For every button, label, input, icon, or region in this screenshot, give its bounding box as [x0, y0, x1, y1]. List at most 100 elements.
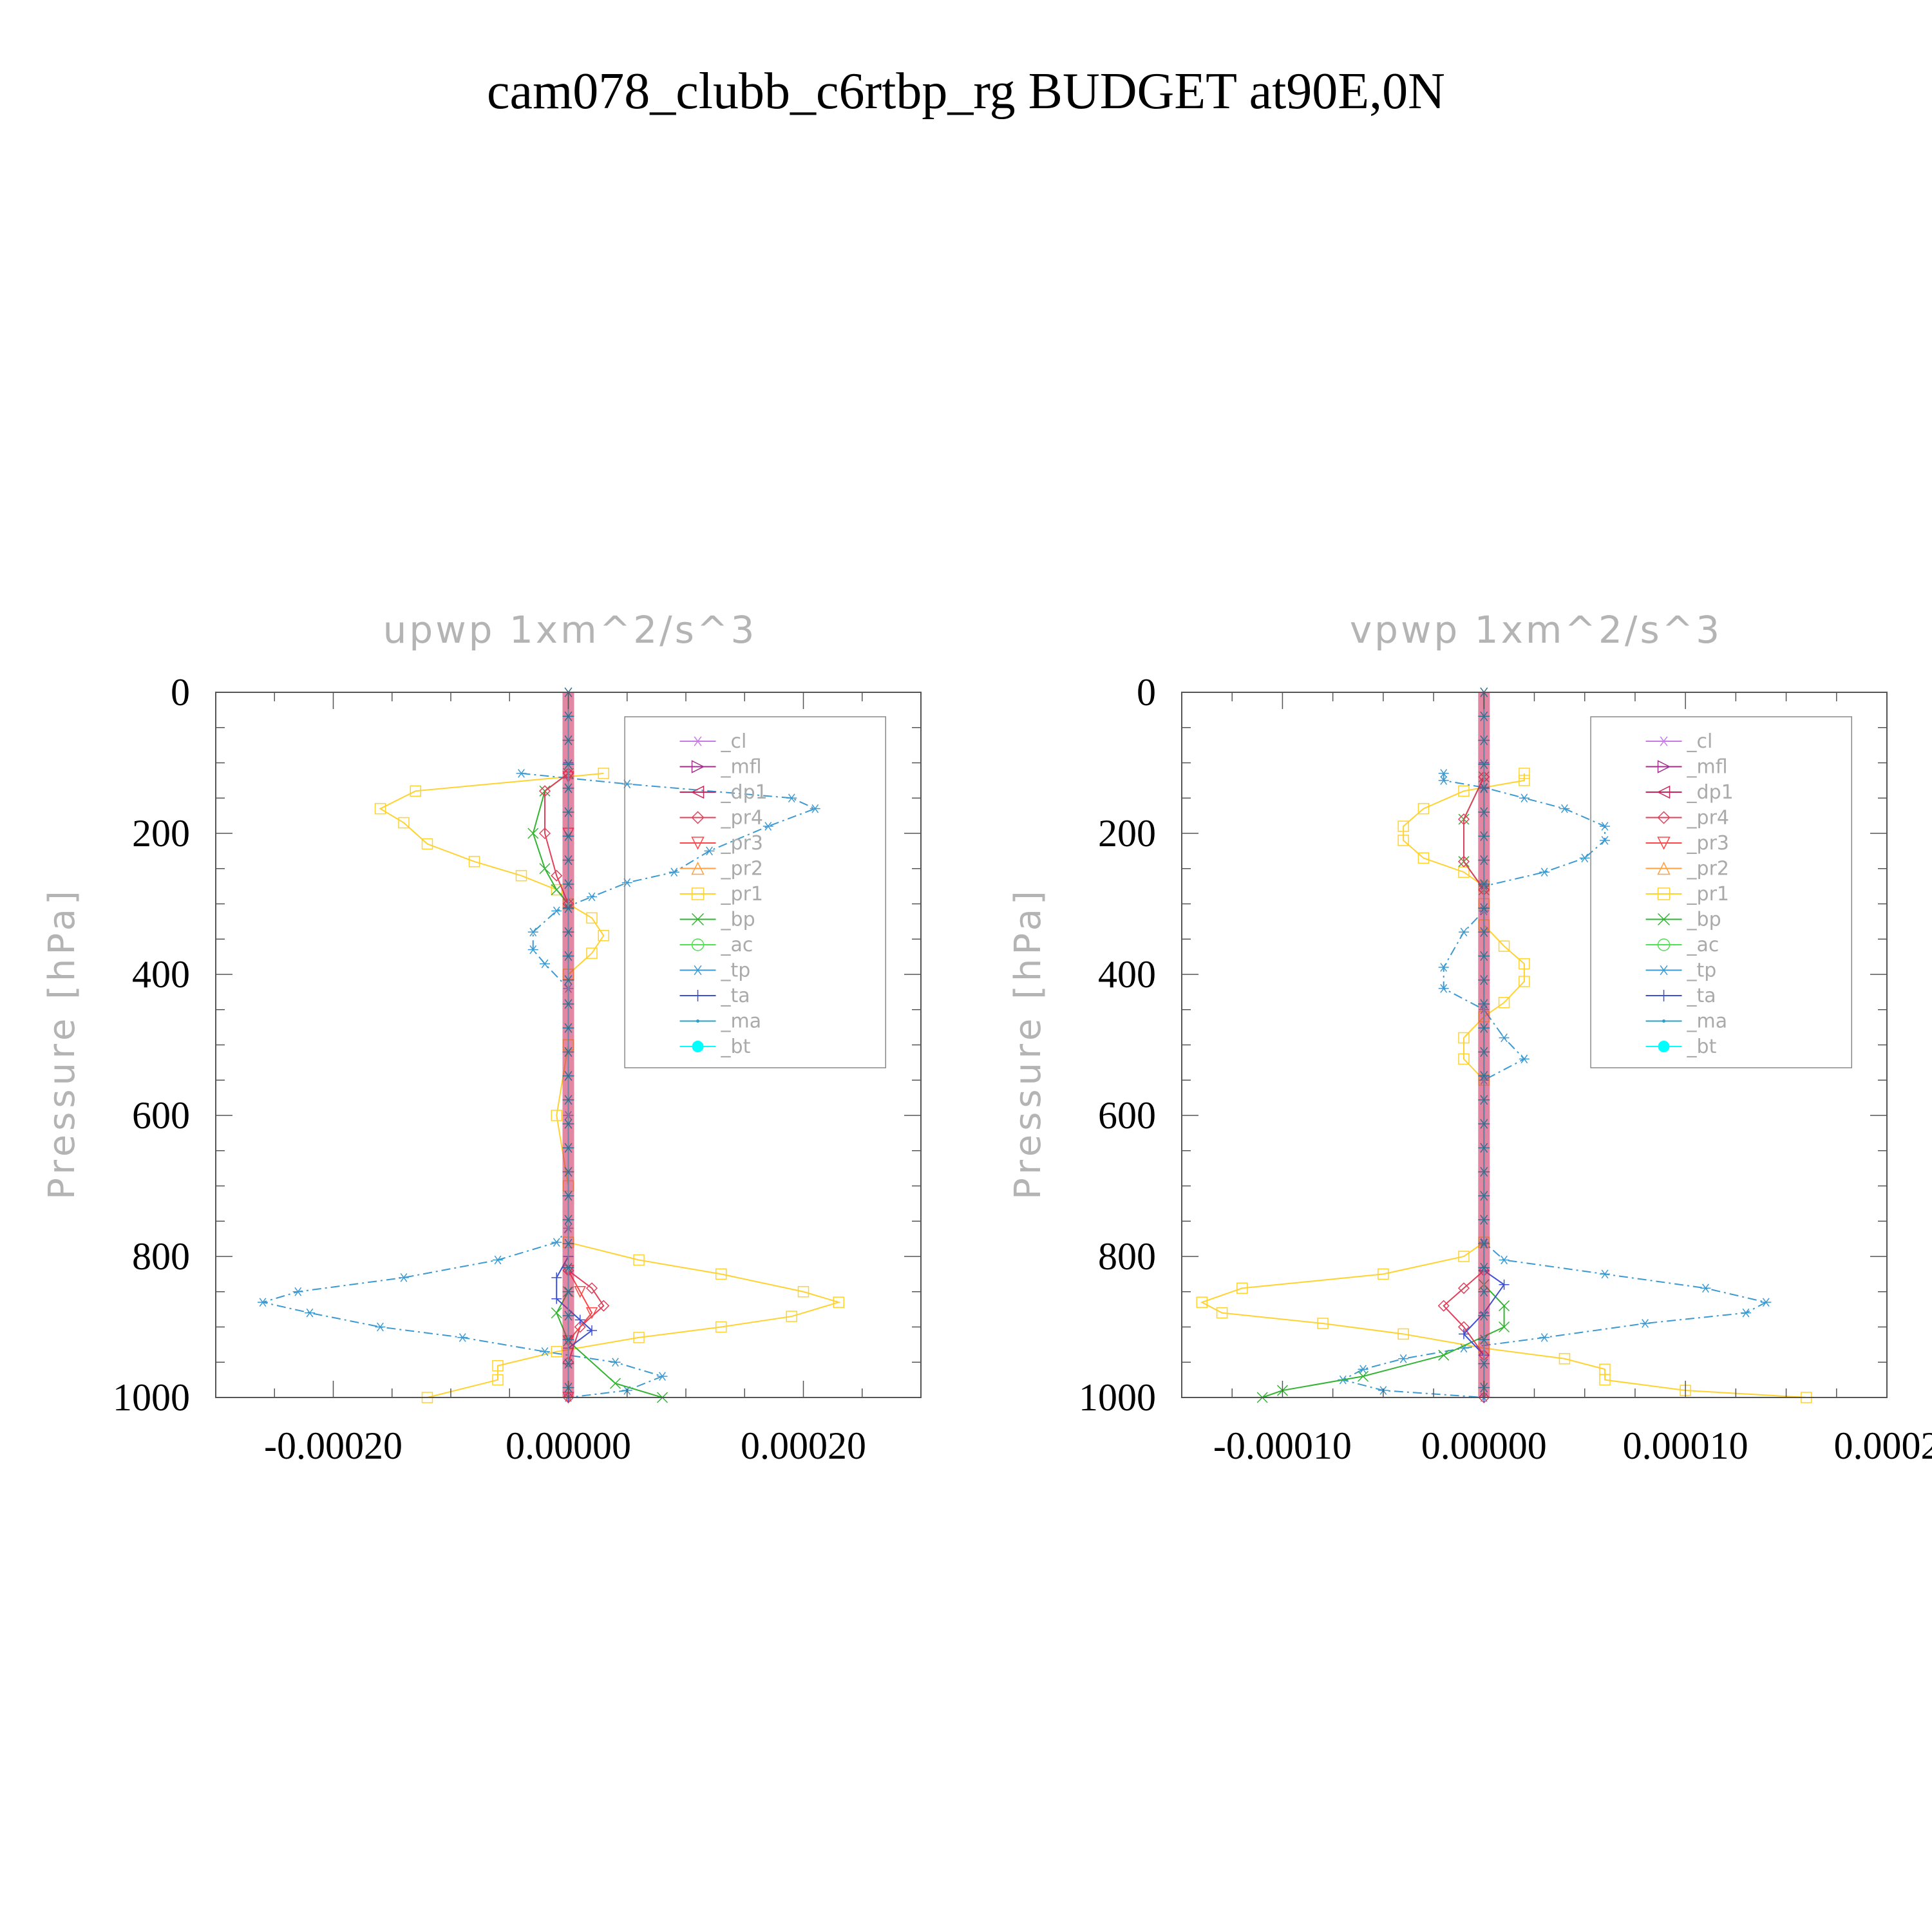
y-tick-label: 800	[132, 1235, 190, 1278]
marker-asterisk	[1658, 965, 1670, 976]
marker-asterisk	[1478, 927, 1490, 937]
main-title: cam078_clubb_c6rtbp_rg BUDGET at90E,0N	[487, 63, 1445, 120]
marker-diamond	[598, 1300, 610, 1312]
marker-diamond	[538, 785, 551, 797]
legend-label: _ta	[721, 985, 750, 1007]
marker-asterisk	[657, 1372, 668, 1381]
marker-asterisk	[551, 1238, 562, 1247]
marker-tri-right	[1657, 760, 1671, 773]
legend-label: _ta	[1687, 985, 1716, 1007]
marker-tri-down	[574, 1286, 586, 1298]
marker-square	[1458, 1032, 1470, 1044]
marker-square	[492, 1359, 504, 1372]
marker-asterisk	[1600, 822, 1610, 831]
marker-asterisk	[810, 804, 820, 813]
legend-label: _pr1	[721, 883, 763, 905]
marker-asterisk	[1478, 1191, 1490, 1201]
series-line_pr1	[379, 772, 841, 1398]
marker-asterisk	[562, 1334, 574, 1345]
marker-asterisk	[1438, 963, 1449, 972]
marker-asterisk	[1459, 927, 1469, 937]
marker-square	[1417, 802, 1430, 815]
legend-label: _pr2	[1687, 858, 1729, 880]
legend-box	[624, 716, 886, 1068]
series_pr1	[374, 768, 844, 1403]
series-line_pr1	[1200, 773, 1806, 1398]
x-tick-label: -0.00010	[1213, 1425, 1352, 1467]
marker-asterisk	[1600, 836, 1610, 845]
marker-diamond	[1457, 1282, 1470, 1294]
series-line_pr4	[544, 773, 605, 1397]
marker-square	[1317, 1318, 1329, 1329]
marker-asterisk	[704, 846, 715, 856]
marker-diamond	[538, 827, 551, 840]
marker-square	[1558, 1353, 1571, 1365]
marker-square	[1397, 835, 1409, 846]
marker-asterisk	[562, 879, 574, 889]
marker-square	[1519, 976, 1530, 987]
marker-plus	[587, 1325, 597, 1336]
marker-asterisk	[1358, 1365, 1368, 1374]
marker-asterisk	[587, 892, 597, 902]
y-tick-label: 600	[132, 1094, 190, 1137]
marker-asterisk	[1478, 1334, 1490, 1345]
marker-asterisk	[1519, 1054, 1530, 1064]
panel-title-vpwp: vpwp 1xm^2/s^3	[1350, 608, 1722, 652]
legend-label: _mfl	[1687, 756, 1728, 779]
marker-asterisk	[1478, 711, 1490, 721]
series_bp	[527, 768, 668, 1403]
marker-square	[715, 1321, 727, 1333]
marker-asterisk	[527, 945, 538, 954]
marker-asterisk	[562, 1311, 574, 1321]
legend-label: _ac	[1687, 934, 1719, 956]
marker-asterisk	[562, 927, 574, 937]
legend-vpwp: _cl _mfl_dp1 _pr4 _pr3 _pr2 _pr1 _bp _ac _tp _ta _…	[1590, 716, 1853, 1068]
legend-label: _cl	[1687, 730, 1713, 753]
marker-asterisk	[1478, 999, 1490, 1009]
marker-square	[1657, 887, 1671, 900]
marker-asterisk	[562, 903, 574, 913]
legend-label: _dp1	[1687, 781, 1734, 804]
legend-label: _tp	[721, 960, 751, 982]
marker-asterisk	[1438, 769, 1449, 778]
marker-plus	[1658, 990, 1670, 1001]
marker-x	[1499, 1321, 1510, 1333]
marker-asterisk	[1478, 855, 1490, 866]
marker-square	[1397, 1328, 1409, 1340]
marker-asterisk	[1478, 1046, 1490, 1057]
marker-star	[1658, 736, 1670, 746]
marker-asterisk	[562, 1262, 574, 1273]
series-line_bp	[532, 773, 663, 1398]
marker-circle	[691, 938, 705, 951]
marker-square	[421, 838, 433, 850]
marker-asterisk	[1499, 1033, 1510, 1043]
marker-x	[527, 828, 539, 839]
y-tick-label: 0	[171, 671, 190, 714]
marker-asterisk	[562, 1119, 574, 1129]
marker-asterisk	[1741, 1308, 1751, 1318]
marker-tri-down	[585, 1307, 598, 1320]
panel-title-upwp: upwp 1xm^2/s^3	[383, 608, 757, 652]
marker-square	[598, 930, 609, 942]
marker-asterisk	[457, 1333, 468, 1342]
marker-x	[551, 884, 562, 896]
zero-profile-markers	[562, 687, 574, 1397]
marker-asterisk	[1478, 1023, 1490, 1033]
marker-star	[692, 736, 704, 746]
marker-square	[598, 768, 609, 779]
marker-asterisk	[1478, 807, 1490, 817]
marker-plus	[692, 990, 704, 1001]
marker-asterisk	[668, 867, 679, 877]
marker-asterisk	[562, 807, 574, 817]
marker-asterisk	[692, 965, 704, 976]
marker-square	[786, 1311, 797, 1322]
marker-diamond	[574, 1321, 586, 1333]
marker-square	[633, 1254, 645, 1266]
marker-tri-down	[691, 837, 705, 850]
marker-tri-up	[691, 861, 705, 875]
marker-diamond	[551, 869, 563, 882]
marker-asterisk	[562, 1023, 574, 1033]
y-tick-label: 400	[1098, 953, 1156, 996]
marker-diamond	[1457, 813, 1470, 826]
